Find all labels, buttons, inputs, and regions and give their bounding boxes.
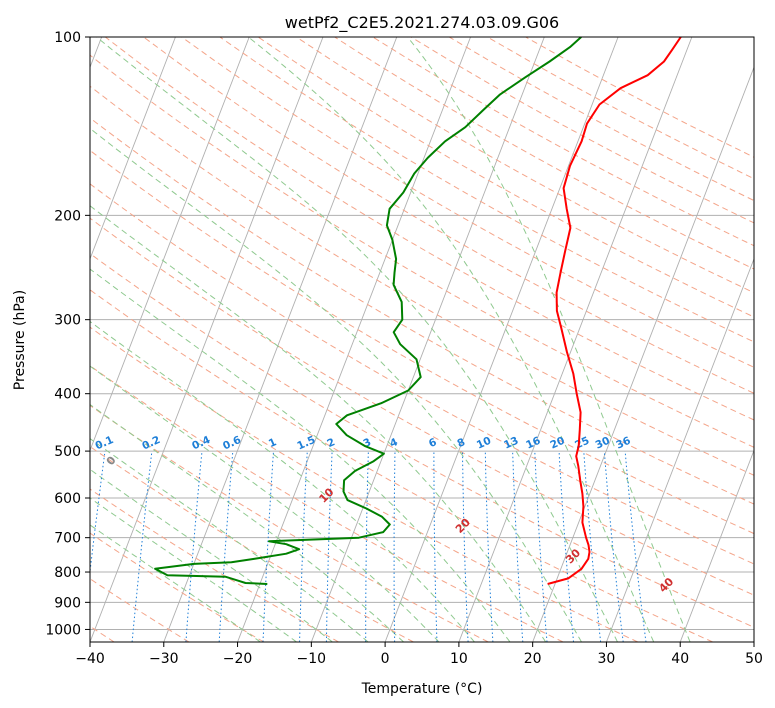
moist-adiabat-line (90, 437, 369, 642)
dry-adiabat-line (296, 37, 754, 294)
y-tick-label: 700 (54, 531, 81, 547)
y-tick-label: 900 (54, 595, 81, 611)
y-tick-label: 100 (54, 30, 81, 46)
mixing-ratio-line (603, 451, 624, 642)
isotherm-line (90, 37, 250, 452)
mixing-ratio-label: 8 (455, 436, 467, 450)
x-tick-label: 30 (598, 651, 616, 667)
y-tick-label: 500 (54, 444, 81, 460)
mixing-ratio-label: 30 (594, 435, 612, 452)
plot-frame (89, 36, 755, 643)
dry-adiabat-line (90, 217, 754, 596)
y-tick-label: 800 (54, 565, 81, 581)
y-tick-label: 200 (54, 208, 81, 224)
y-tick-label: 300 (54, 313, 81, 329)
dry-adiabat-line (181, 37, 754, 368)
dry-adiabat-line (90, 532, 265, 642)
isotherm-line (90, 37, 324, 642)
x-tick-label: 40 (671, 651, 689, 667)
dry-adiabat-line (90, 149, 754, 535)
isotherm-line (163, 37, 398, 642)
moist-adiabat-line (90, 468, 333, 642)
x-tick-label: −40 (75, 651, 105, 667)
moist-adiabat-line (90, 268, 511, 642)
profile-lines (154, 37, 682, 585)
isotherm-line (606, 257, 754, 642)
mixing-ratio-label: 36 (614, 435, 632, 452)
mixing-ratio-label: 20 (548, 435, 566, 452)
dry-adiabat-line (90, 365, 564, 642)
mixing-ratio-line (185, 451, 203, 642)
x-tick-label: −20 (223, 651, 253, 667)
dry-adiabat-line (90, 404, 489, 642)
moist-adiabat-line (90, 320, 475, 642)
isotherm-line (458, 37, 693, 642)
mixing-ratio-line (558, 451, 574, 642)
mixing-ratio-label: 6 (427, 436, 439, 450)
y-tick-label: 400 (54, 387, 81, 403)
mixing-ratio-label: 2 (325, 436, 337, 450)
dewpoint-line (154, 37, 582, 585)
mixing-ratio-label: 16 (524, 435, 542, 452)
dry-adiabat-line (90, 445, 414, 642)
x-tick-label: 50 (745, 651, 763, 667)
isotherm-line (532, 66, 754, 642)
dry-adiabat-line (143, 37, 754, 394)
x-tick-label: 10 (450, 651, 468, 667)
x-tick-label: −30 (149, 651, 179, 667)
x-tick-label: −10 (297, 651, 327, 667)
y-tick-label: 600 (54, 491, 81, 507)
temperature-line (547, 37, 682, 585)
x-axis-ticks: −40 −30 −20 −10 0 10 20 30 40 50 (75, 642, 763, 667)
dry-adiabat-line (90, 54, 754, 448)
x-tick-label: 20 (524, 651, 542, 667)
isotherm-line (679, 449, 754, 642)
dry-adiabat-line (90, 488, 339, 642)
x-tick-label: 0 (381, 651, 390, 667)
y-axis-label: Pressure (hPa) (12, 290, 28, 390)
moist-adiabat-line (90, 403, 404, 642)
x-axis-label: Temperature (°C) (361, 681, 483, 697)
chart-title: wetPf2_C2E5.2021.274.03.09.G06 (285, 13, 559, 33)
mixing-ratio-line (583, 451, 602, 642)
mixing-ratio-label: 13 (502, 435, 520, 452)
moist-adiabats (90, 37, 691, 642)
y-axis-ticks: 100 200 300 400 500 600 700 800 900 1000 (45, 30, 90, 638)
moist-adiabat-line (96, 37, 618, 642)
dry-adiabat-line (90, 117, 754, 505)
moist-adiabat-line (248, 37, 655, 642)
y-tick-label: 1000 (45, 622, 81, 638)
moist-adiabat-line (90, 205, 547, 642)
moist-adiabat-line (407, 37, 691, 642)
mixing-ratio-line (131, 451, 153, 642)
mixing-ratio-label: 4 (388, 436, 400, 450)
mixing-ratio-line (624, 451, 647, 642)
dry-adiabat-line (90, 85, 754, 476)
mixing-ratio-label: 3 (362, 436, 374, 450)
mixing-ratio-line (90, 451, 106, 576)
mixing-ratio-label: 10 (475, 435, 493, 452)
mixing-ratio-label: 1 (267, 436, 279, 450)
isotherm-line (384, 37, 619, 642)
isotherm-line (90, 37, 176, 261)
dry-adiabats (90, 37, 754, 642)
dry-adiabat-line (90, 252, 754, 628)
moist-adiabat-line (90, 127, 582, 642)
